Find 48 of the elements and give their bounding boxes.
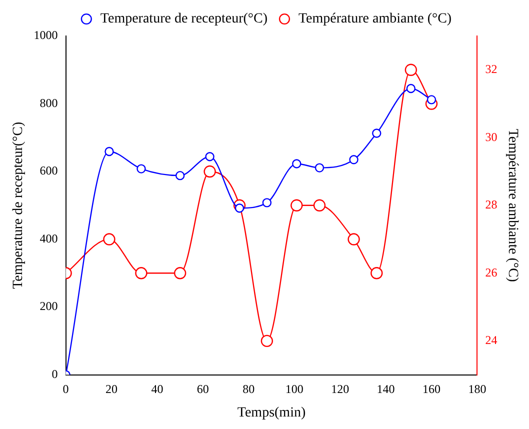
point: [234, 204, 244, 213]
point: [406, 84, 416, 94]
x-tick-label: 0: [62, 382, 69, 396]
x-tick-label: 160: [422, 382, 440, 396]
point: [404, 64, 418, 76]
y2-tick-label: 32: [485, 62, 498, 76]
x-tick-label: 140: [376, 382, 395, 396]
y-axis-title: Temperature de recepteur(°C): [11, 122, 26, 289]
legend-label: Température ambiante (°C): [298, 12, 452, 27]
point: [348, 233, 360, 246]
point: [262, 198, 272, 208]
y2-tick-label: 26: [485, 265, 498, 280]
point: [349, 155, 358, 164]
x-tick-label: 100: [285, 382, 304, 396]
x-tick-label: 20: [106, 382, 118, 396]
point: [372, 128, 382, 138]
y-tick-label: 800: [40, 96, 58, 110]
point: [370, 267, 383, 280]
y-tick-label: 0: [52, 366, 58, 381]
x-tick-label: 120: [331, 382, 350, 396]
x-tick-label: 60: [196, 382, 209, 396]
y2-tick-label: 28: [485, 198, 498, 212]
y-tick-label: 200: [40, 299, 58, 314]
point: [175, 170, 185, 180]
point: [290, 199, 303, 212]
x-axis-title: Temps(min): [237, 405, 306, 420]
point: [103, 233, 116, 246]
x-tick-label: 40: [151, 382, 164, 396]
legend-label: Temperature de recepteur(°C): [100, 12, 268, 27]
point: [313, 199, 326, 212]
point: [135, 267, 148, 280]
point: [205, 152, 214, 162]
point: [136, 164, 146, 174]
point: [204, 165, 216, 178]
y2-tick-label: 24: [485, 333, 498, 348]
y-tick-label: 600: [40, 164, 58, 178]
point: [426, 95, 436, 104]
point: [292, 159, 302, 168]
y-tick-label: 1000: [34, 28, 58, 42]
point: [174, 267, 186, 280]
point: [314, 163, 324, 172]
x-tick-label: 180: [468, 382, 486, 396]
y2-tick-label: 30: [485, 130, 498, 144]
point: [260, 334, 274, 348]
point: [104, 146, 114, 156]
y-tick-label: 400: [40, 231, 58, 246]
x-tick-label: 80: [242, 382, 255, 396]
y2-axis-title: Température ambiante (°C): [504, 128, 520, 282]
